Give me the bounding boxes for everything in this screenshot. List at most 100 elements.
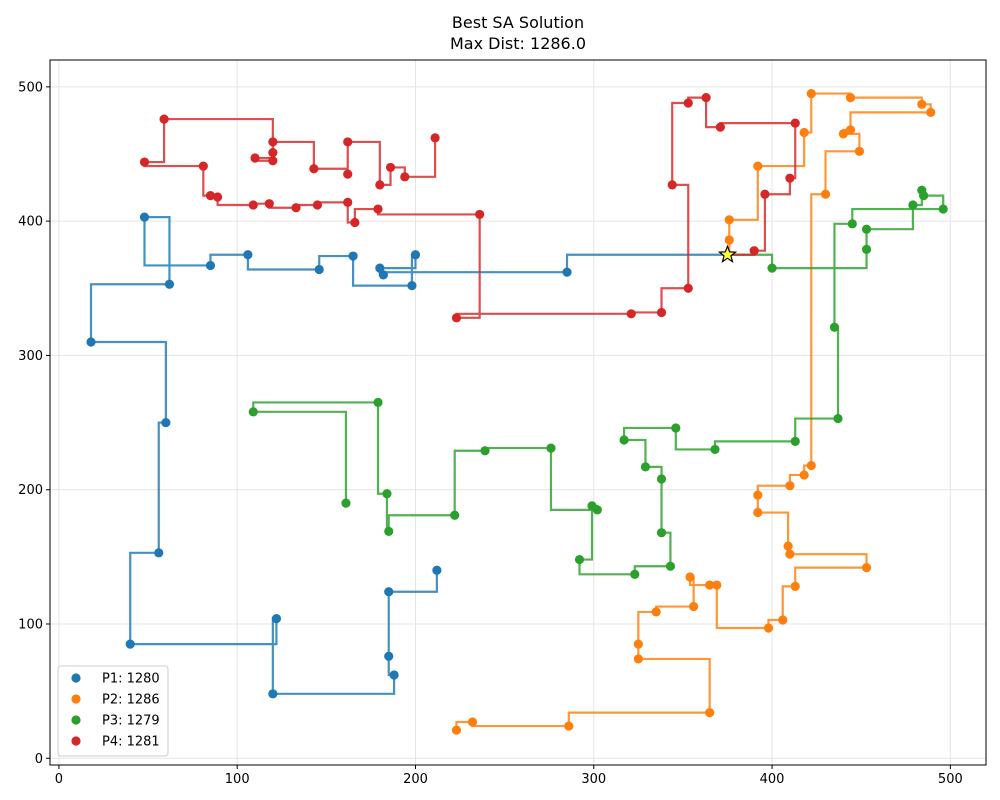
series-point-p1 bbox=[205, 260, 216, 271]
series-point-p3 bbox=[480, 446, 490, 456]
series-point-p3 bbox=[619, 435, 629, 445]
series-line-p2 bbox=[455, 92, 932, 731]
series-point-p2 bbox=[705, 580, 715, 590]
series-point-p1 bbox=[562, 267, 572, 277]
series-point-p3 bbox=[861, 224, 872, 234]
series-point-p2 bbox=[820, 189, 831, 199]
series-point-p4 bbox=[268, 137, 278, 147]
series-point-p1 bbox=[410, 250, 421, 260]
series-points bbox=[86, 88, 948, 735]
y-tick-label: 300 bbox=[18, 349, 43, 364]
series-point-p2 bbox=[689, 601, 699, 612]
series-point-p1 bbox=[271, 614, 282, 624]
series-point-p4 bbox=[749, 246, 759, 256]
series-point-p2 bbox=[926, 107, 936, 117]
series-point-p4 bbox=[312, 200, 323, 210]
x-tick-label: 0 bbox=[55, 772, 63, 787]
series-line-p1 bbox=[89, 216, 728, 695]
series-point-p2 bbox=[806, 88, 816, 99]
series-point-p2 bbox=[790, 581, 800, 592]
x-tick-label: 400 bbox=[760, 772, 785, 787]
series-point-p4 bbox=[701, 93, 711, 103]
series-point-p2 bbox=[564, 721, 574, 731]
series-point-p1 bbox=[384, 651, 394, 661]
series-point-p3 bbox=[790, 436, 800, 446]
series-point-p2 bbox=[651, 607, 661, 617]
series-point-p3 bbox=[908, 200, 918, 210]
legend-marker-p1 bbox=[71, 673, 81, 683]
legend-marker-p4 bbox=[71, 736, 81, 746]
series-point-p4 bbox=[309, 164, 319, 174]
series-point-p3 bbox=[373, 397, 383, 408]
series-point-p3 bbox=[546, 443, 556, 453]
legend-label-p2: P2: 1286 bbox=[102, 693, 160, 708]
series-point-p2 bbox=[785, 549, 795, 559]
legend-label-p4: P4: 1281 bbox=[102, 735, 160, 750]
x-tick-label: 500 bbox=[938, 772, 963, 787]
series-point-p4 bbox=[159, 114, 169, 124]
series-point-p4 bbox=[268, 148, 278, 158]
series-point-p4 bbox=[385, 162, 396, 173]
series-point-p2 bbox=[763, 623, 774, 633]
y-tick-label: 100 bbox=[18, 618, 43, 633]
series-point-p1 bbox=[432, 565, 442, 575]
series-point-p2 bbox=[467, 717, 478, 727]
series-point-p2 bbox=[806, 460, 816, 471]
x-tick-label: 300 bbox=[581, 772, 606, 787]
series-point-p4 bbox=[475, 209, 485, 220]
series-point-p4 bbox=[212, 192, 223, 202]
series-line-p4 bbox=[143, 96, 797, 319]
depot-layer bbox=[717, 244, 738, 263]
series-point-p4 bbox=[683, 283, 693, 293]
series-point-p4 bbox=[785, 173, 795, 183]
series-point-p3 bbox=[833, 413, 843, 424]
series-point-p1 bbox=[389, 670, 399, 680]
series-point-p4 bbox=[291, 203, 301, 213]
series-point-p2 bbox=[917, 99, 927, 109]
series-point-p4 bbox=[656, 307, 667, 318]
series-point-p3 bbox=[592, 505, 602, 515]
series-point-p2 bbox=[861, 563, 872, 573]
y-tick-label: 400 bbox=[18, 215, 43, 230]
series-point-p3 bbox=[656, 474, 667, 484]
series-point-p2 bbox=[451, 725, 462, 735]
series-point-p2 bbox=[633, 639, 643, 649]
series-point-p4 bbox=[790, 118, 800, 128]
series-point-p4 bbox=[343, 137, 353, 147]
series-point-p2 bbox=[724, 215, 734, 225]
series-point-p2 bbox=[633, 654, 643, 664]
series-point-p2 bbox=[799, 127, 809, 138]
legend-label-p3: P3: 1279 bbox=[102, 714, 160, 729]
y-tick-label: 200 bbox=[18, 483, 43, 498]
depot-star-icon bbox=[717, 244, 738, 263]
chart-subtitle: Max Dist: 1286.0 bbox=[450, 34, 586, 53]
plot-frame bbox=[49, 59, 987, 766]
series-point-p4 bbox=[350, 217, 360, 228]
y-tick-label: 0 bbox=[35, 752, 43, 767]
series-point-p3 bbox=[665, 561, 676, 571]
series-point-p1 bbox=[268, 689, 278, 699]
series-point-p2 bbox=[838, 129, 848, 139]
series-point-p2 bbox=[845, 125, 856, 135]
series-point-p1 bbox=[139, 212, 150, 222]
series-point-p3 bbox=[767, 263, 777, 273]
series-point-p4 bbox=[205, 191, 216, 201]
series-point-p3 bbox=[450, 510, 460, 520]
series-point-p1 bbox=[164, 279, 175, 289]
series-point-p1 bbox=[314, 264, 324, 275]
series-point-p2 bbox=[799, 470, 809, 480]
series-point-p4 bbox=[139, 157, 150, 167]
series-point-p3 bbox=[341, 498, 351, 508]
series-point-p2 bbox=[753, 161, 763, 171]
legend-marker-p2 bbox=[71, 694, 81, 704]
series-point-p4 bbox=[375, 180, 385, 190]
legend-label-p1: P1: 1280 bbox=[102, 672, 160, 687]
series-point-p3 bbox=[847, 219, 857, 229]
series-point-p2 bbox=[778, 615, 788, 625]
series-point-p2 bbox=[785, 481, 795, 491]
series-point-p2 bbox=[854, 146, 865, 156]
series-point-p2 bbox=[705, 708, 715, 718]
series-point-p4 bbox=[264, 199, 274, 209]
series-point-p4 bbox=[400, 172, 410, 182]
series-point-p2 bbox=[753, 507, 763, 518]
